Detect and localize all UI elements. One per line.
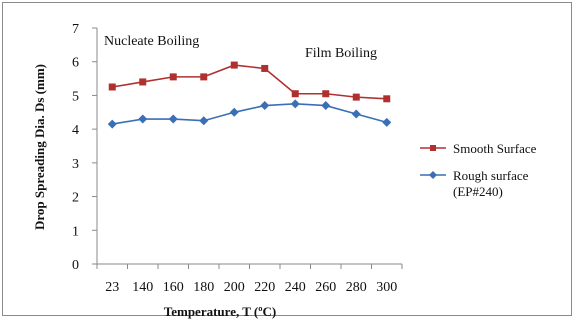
y-tick-label: 7	[72, 22, 79, 37]
x-axis-title: Temperature, T (ºC)	[164, 304, 277, 319]
x-tick-label: 23	[105, 280, 119, 295]
x-tick-label: 140	[132, 280, 153, 295]
x-tick-label: 280	[346, 280, 367, 295]
annotation-nucleate-boiling: Nucleate Boiling	[104, 34, 199, 49]
legend-marker-smooth	[430, 145, 436, 151]
y-tick-label: 5	[72, 89, 79, 104]
data-point-smooth	[261, 64, 269, 72]
legend-label-smooth: Smooth Surface	[453, 141, 537, 156]
data-point-rough	[260, 101, 270, 111]
data-point-smooth	[230, 61, 238, 69]
series-layer	[107, 61, 392, 129]
data-point-rough	[290, 99, 300, 109]
x-tick-label: 300	[376, 280, 397, 295]
y-tick-label: 2	[72, 191, 79, 206]
legend-marker-rough	[429, 171, 437, 179]
legend-label-rough-line: Rough surface	[453, 168, 529, 183]
x-tick-label: 220	[254, 280, 275, 295]
x-tick-label: 160	[163, 280, 184, 295]
data-point-rough	[351, 109, 361, 119]
x-axis: 23 140 160 180 200 220 240 260 280 300	[96, 263, 403, 295]
y-tick-label: 0	[72, 258, 79, 273]
x-tick-label: 200	[224, 280, 245, 295]
legend-label-rough-line: (EP#240)	[453, 184, 503, 199]
data-point-smooth	[322, 90, 330, 98]
y-tick-label: 4	[72, 123, 79, 138]
y-tick-label: 6	[72, 56, 79, 71]
y-tick-label: 3	[72, 157, 79, 172]
legend-item-rough-surface: Rough surface (EP#240)	[420, 168, 529, 199]
data-point-smooth	[139, 78, 147, 86]
data-point-smooth	[200, 73, 208, 81]
x-tick-label: 180	[193, 280, 214, 295]
series-line-rough	[112, 103, 387, 125]
data-point-rough	[138, 114, 148, 124]
data-point-smooth	[108, 83, 116, 91]
y-axis: 0 1 2 3 4 5 6 7	[72, 22, 98, 273]
series-line-smooth	[112, 64, 387, 100]
data-point-smooth	[169, 73, 177, 81]
y-tick-label: 1	[72, 224, 79, 239]
x-tick-label: 240	[285, 280, 306, 295]
x-tick-label: 260	[315, 280, 336, 295]
legend: Smooth Surface Rough surface (EP#240)	[420, 141, 537, 199]
data-point-rough	[229, 107, 239, 117]
data-point-rough	[168, 114, 178, 124]
chart-frame	[2, 2, 572, 316]
data-point-rough	[382, 117, 392, 127]
data-point-rough	[199, 116, 209, 126]
data-point-rough	[107, 119, 117, 129]
data-point-smooth	[291, 90, 299, 98]
annotation-film-boiling: Film Boiling	[305, 46, 377, 61]
y-axis-title: Drop Spreading Dia. Ds (mm)	[32, 64, 47, 230]
data-point-rough	[321, 101, 331, 111]
legend-label-rough: Rough surface (EP#240)	[453, 168, 529, 199]
data-point-smooth	[352, 93, 360, 101]
legend-item-smooth-surface: Smooth Surface	[420, 141, 537, 156]
data-point-smooth	[383, 95, 391, 103]
